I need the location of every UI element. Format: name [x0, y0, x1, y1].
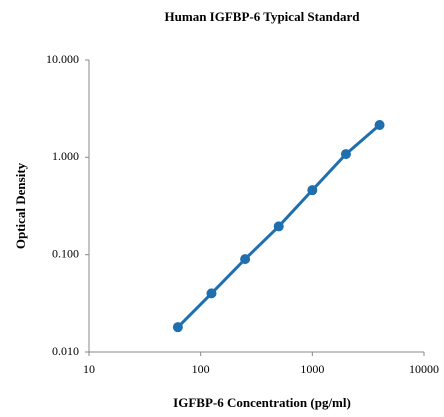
x-tick-label: 100 [192, 362, 210, 376]
chart-title: Human IGFBP-6 Typical Standard [165, 9, 361, 24]
y-tick-label: 0.100 [52, 246, 79, 260]
data-point [273, 221, 284, 232]
x-tick-label: 10000 [409, 362, 439, 376]
y-tick-label: 10.000 [46, 52, 79, 66]
x-tick-label: 1000 [300, 362, 324, 376]
x-axis-label: IGFBP-6 Concentration (pg/ml) [173, 395, 351, 410]
y-axis-label: Optical Density [13, 162, 28, 249]
data-point [206, 288, 217, 299]
data-point [240, 254, 251, 265]
data-point [172, 322, 183, 333]
data-point [307, 185, 318, 196]
data-point [340, 149, 351, 160]
y-tick-label: 0.010 [52, 344, 79, 358]
y-tick-label: 1.000 [52, 149, 79, 163]
x-tick-label: 10 [83, 362, 95, 376]
data-point [374, 119, 385, 130]
